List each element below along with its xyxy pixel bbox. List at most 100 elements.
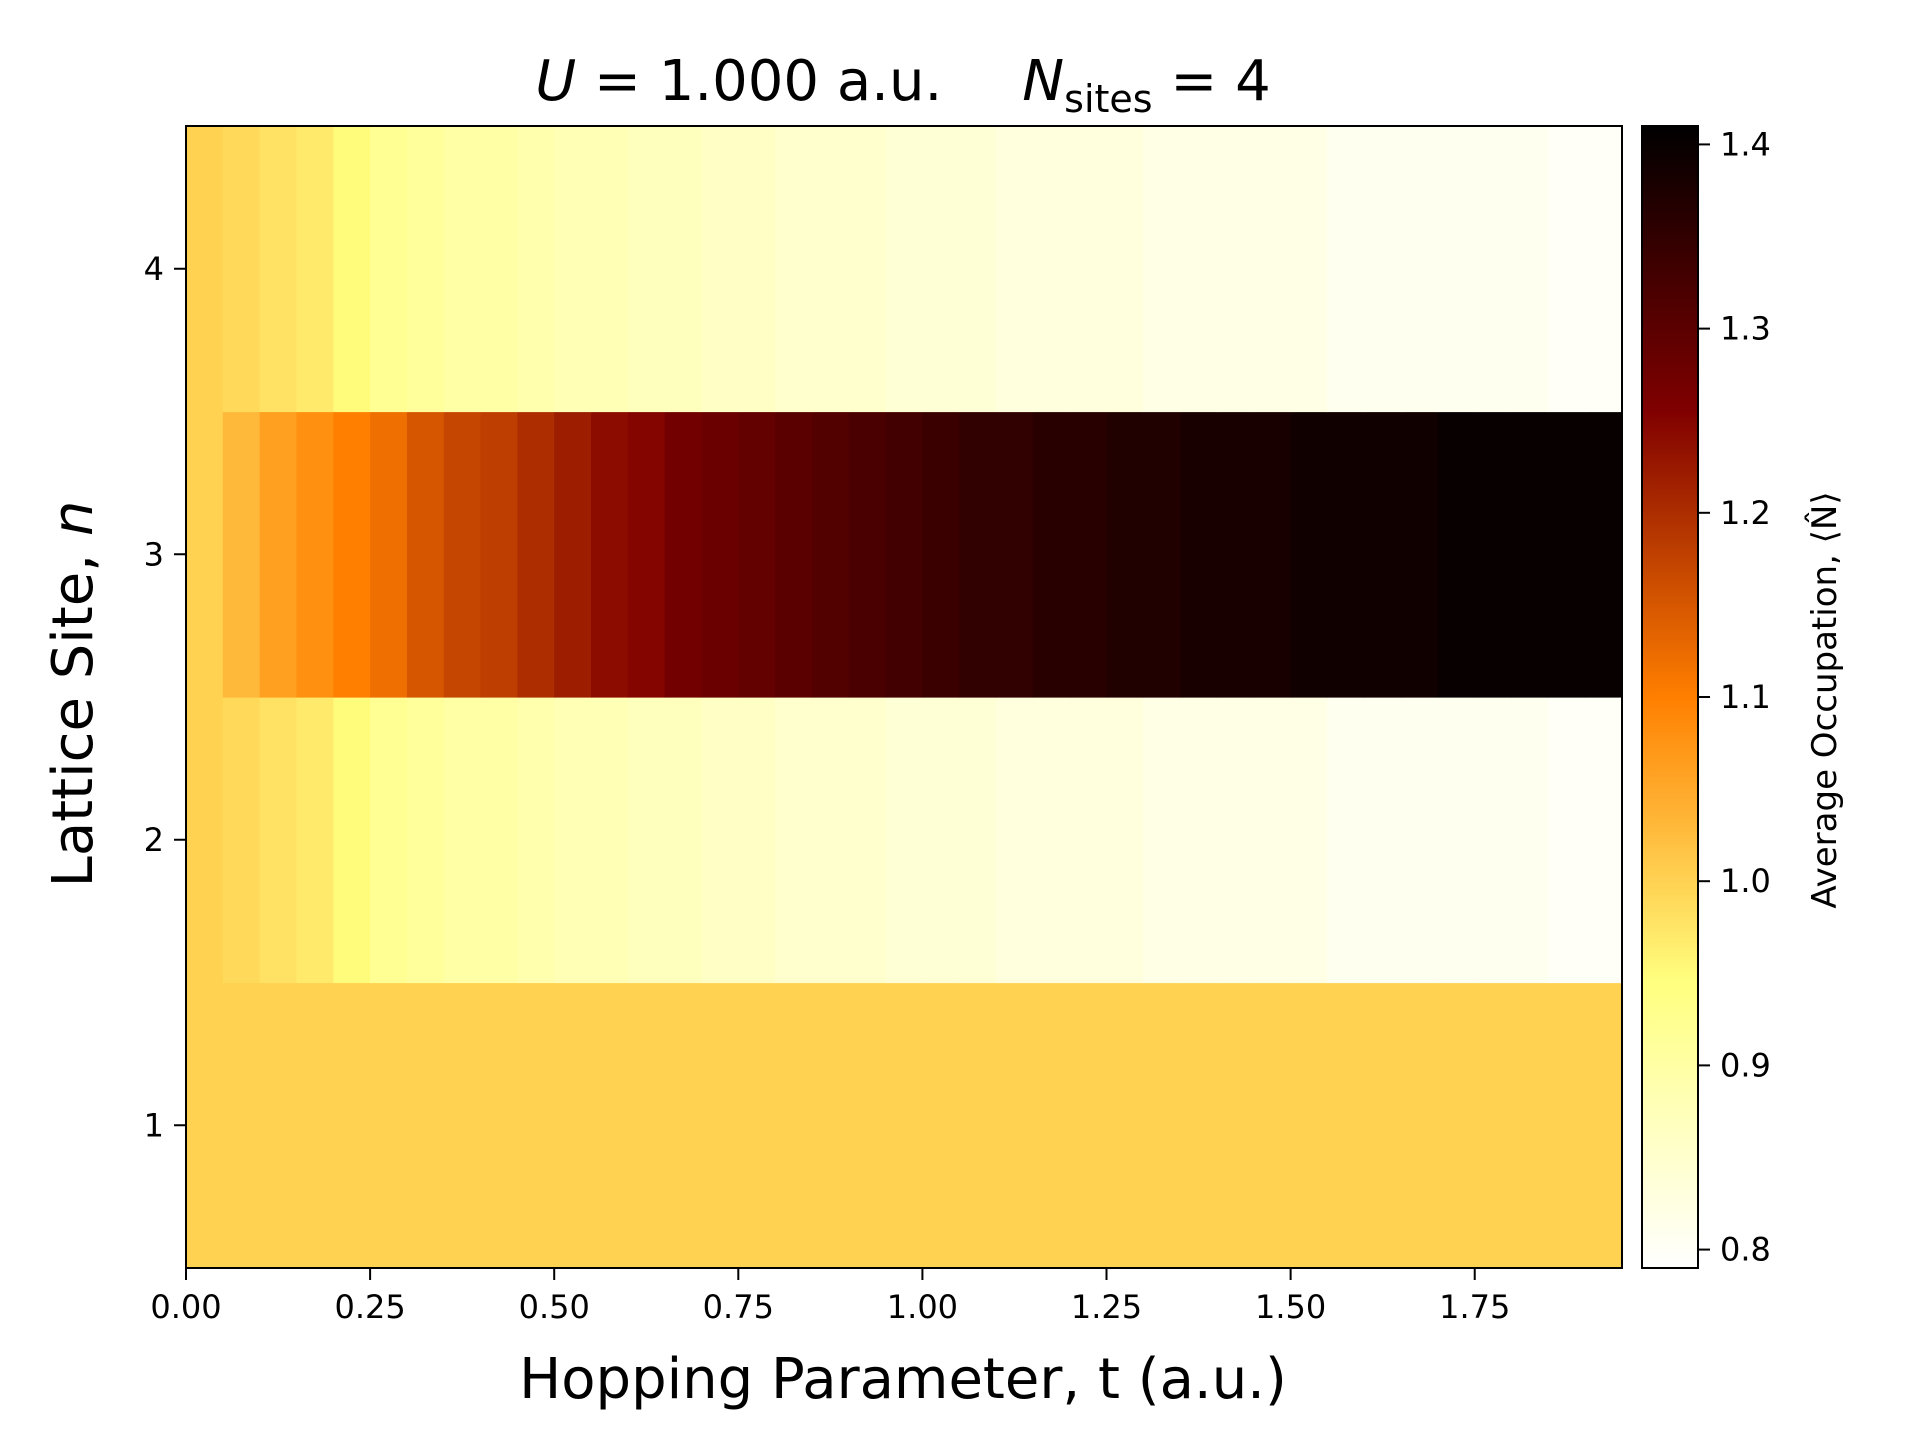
x-tick-label: 1.50 [1255,1288,1326,1326]
heatmap-cell [811,126,850,413]
heatmap-cell [1143,697,1181,984]
heatmap-cell [627,982,666,1269]
heatmap-cell [1548,411,1586,698]
heatmap-cell [738,982,776,1269]
colorbar-tick-label: 1.4 [1720,125,1771,163]
heatmap-cell [1327,697,1365,984]
heatmap-cell [959,697,997,984]
x-tick-label: 0.00 [150,1288,221,1326]
heatmap-cell [1327,411,1365,698]
heatmap-cell [1143,126,1181,413]
heatmap-cell [443,697,482,984]
title-n-value: = 4 [1153,49,1271,114]
heatmap-cell [1180,697,1218,984]
heatmap-cell [701,697,739,984]
heatmap-cell [1216,411,1255,698]
heatmap-cell [554,982,592,1269]
colorbar-tick-label: 0.8 [1720,1231,1771,1269]
title-u-value: = 1.000 a.u. [576,49,942,114]
heatmap-cell [1069,697,1108,984]
heatmap-cell [333,411,371,698]
heatmap-cell [1216,982,1255,1269]
heatmap-cell [517,982,555,1269]
heatmap-cell [1032,411,1071,698]
heatmap-cell [1548,982,1586,1269]
heatmap-cell [296,411,334,698]
y-tick-label: 4 [144,250,164,288]
heatmap-cell [370,411,408,698]
heatmap-cell [554,697,592,984]
heatmap-cell [222,411,261,698]
heatmap-cell [517,697,555,984]
chart-title: U = 1.000 a.u. Nsites = 4 [535,49,1271,121]
heatmap-cell [811,697,850,984]
heatmap-cell [996,126,1034,413]
heatmap-cell [1032,697,1071,984]
heatmap-cell [627,411,666,698]
heatmap-cell [370,982,408,1269]
heatmap-cell [996,697,1034,984]
heatmap-cell [922,697,960,984]
heatmap-cell [1437,126,1476,413]
heatmap-cell [664,411,703,698]
heatmap-cell [406,697,445,984]
heatmap-cell [1511,126,1549,413]
heatmap-cell [186,126,224,413]
heatmap-cell [1143,982,1181,1269]
heatmap-cell [1106,411,1144,698]
heatmap-cells [186,126,1623,1269]
heatmap-cell [259,411,298,698]
y-axis-ticks: 1 2 3 4 [144,250,186,1144]
heatmap-cell [701,126,739,413]
colorbar-tick-label: 1.0 [1720,862,1771,900]
heatmap-cell [1069,126,1108,413]
heatmap-cell [517,126,555,413]
heatmap-cell [554,411,592,698]
heatmap-cell [959,126,997,413]
heatmap-cell [885,126,924,413]
heatmap-cell [186,411,224,698]
x-tick-label: 1.25 [1071,1288,1142,1326]
heatmap-cell [1253,126,1292,413]
y-axis-label: Lattice Site, n [41,501,106,888]
heatmap-cell [1216,697,1255,984]
heatmap-cell [333,982,371,1269]
heatmap-cell [848,697,887,984]
x-tick-label: 0.75 [703,1288,774,1326]
heatmap-cell [443,411,482,698]
x-tick-label: 1.75 [1439,1288,1510,1326]
heatmap-cell [370,126,408,413]
heatmap-cell [1474,982,1513,1269]
heatmap-cell [664,697,703,984]
heatmap-cell [811,411,850,698]
heatmap-cell [406,126,445,413]
x-axis-label: Hopping Parameter, t (a.u.) [519,1347,1287,1412]
heatmap-cell [1180,411,1218,698]
heatmap-cell [1216,126,1255,413]
heatmap-cell [1474,411,1513,698]
heatmap-cell [738,411,776,698]
heatmap-cell [296,697,334,984]
heatmap-cell [1548,126,1586,413]
heatmap-cell [1511,411,1549,698]
heatmap-cell [1585,126,1623,413]
heatmap-cell [370,697,408,984]
heatmap-cell [885,982,924,1269]
heatmap-cell [591,982,629,1269]
heatmap-cell [1548,697,1586,984]
heatmap-cell [922,411,960,698]
heatmap-cell [996,411,1034,698]
x-tick-label: 0.25 [334,1288,405,1326]
colorbar-tick-label: 1.2 [1720,494,1771,532]
heatmap-cell [1106,982,1144,1269]
heatmap-cell [1290,411,1329,698]
heatmap-cell [1069,411,1108,698]
heatmap-cell [922,982,960,1269]
heatmap-cell [1143,411,1181,698]
heatmap-cell [1585,697,1623,984]
heatmap-cell [1253,411,1292,698]
heatmap-cell [664,126,703,413]
y-axis-label-symbol: n [41,501,106,537]
y-axis-label-text: Lattice Site, [41,536,106,887]
